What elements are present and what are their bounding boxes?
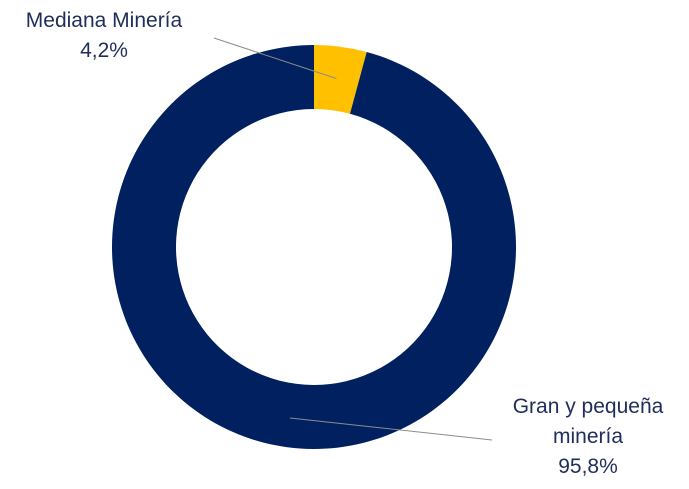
slice-label-mediana-mineria: Mediana Minería 4,2% [4, 6, 204, 66]
slice-label-name: Mediana Minería [25, 9, 183, 32]
slice-label-value: 4,2% [80, 39, 128, 62]
slice-mediana-mineria [314, 45, 367, 114]
slice-label-gran-pequena-mineria: Gran y pequeña minería 95,8% [488, 392, 688, 482]
slice-label-name-line1: Gran y pequeña [512, 395, 664, 418]
slice-label-name-line2: minería [552, 425, 624, 448]
slice-gran-pequena-mineria [112, 45, 516, 449]
donut-slices [112, 45, 516, 449]
leader-lines [213, 37, 493, 441]
leader-line-mediana-mineria [213, 37, 337, 79]
slice-label-value: 95,8% [558, 455, 618, 478]
leader-line-gran-pequena-mineria [289, 417, 493, 441]
